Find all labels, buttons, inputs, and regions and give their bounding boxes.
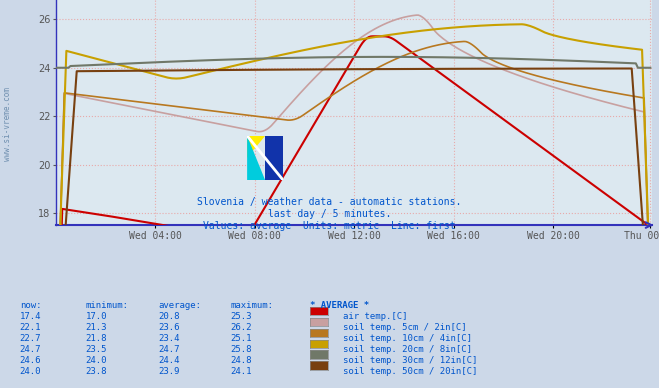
Text: now:: now:	[20, 301, 42, 310]
Text: 23.5: 23.5	[86, 345, 107, 354]
Text: 26.2: 26.2	[231, 323, 252, 332]
Text: 23.6: 23.6	[158, 323, 180, 332]
Polygon shape	[247, 136, 265, 180]
Text: 24.0: 24.0	[86, 356, 107, 365]
Text: 25.1: 25.1	[231, 334, 252, 343]
Text: Slovenia / weather data - automatic stations.: Slovenia / weather data - automatic stat…	[197, 197, 462, 207]
Text: maximum:: maximum:	[231, 301, 273, 310]
Text: 23.8: 23.8	[86, 367, 107, 376]
Text: soil temp. 50cm / 20in[C]: soil temp. 50cm / 20in[C]	[343, 367, 477, 376]
Text: air temp.[C]: air temp.[C]	[343, 312, 407, 321]
Text: 21.3: 21.3	[86, 323, 107, 332]
Text: 24.7: 24.7	[158, 345, 180, 354]
Text: soil temp. 10cm / 4in[C]: soil temp. 10cm / 4in[C]	[343, 334, 472, 343]
Text: * AVERAGE *: * AVERAGE *	[310, 301, 369, 310]
Text: 23.9: 23.9	[158, 367, 180, 376]
Text: 24.1: 24.1	[231, 367, 252, 376]
Text: soil temp. 20cm / 8in[C]: soil temp. 20cm / 8in[C]	[343, 345, 472, 354]
Text: 17.0: 17.0	[86, 312, 107, 321]
Text: 17.4: 17.4	[20, 312, 42, 321]
Text: Values: average  Units: metric  Line: first: Values: average Units: metric Line: firs…	[203, 221, 456, 231]
Text: 24.4: 24.4	[158, 356, 180, 365]
Text: 22.1: 22.1	[20, 323, 42, 332]
Text: soil temp. 30cm / 12in[C]: soil temp. 30cm / 12in[C]	[343, 356, 477, 365]
Text: 23.4: 23.4	[158, 334, 180, 343]
Text: 20.8: 20.8	[158, 312, 180, 321]
Polygon shape	[247, 136, 265, 158]
Polygon shape	[265, 136, 283, 180]
Text: 24.6: 24.6	[20, 356, 42, 365]
Text: 24.0: 24.0	[20, 367, 42, 376]
Text: minimum:: minimum:	[86, 301, 129, 310]
Text: 21.8: 21.8	[86, 334, 107, 343]
Text: soil temp. 5cm / 2in[C]: soil temp. 5cm / 2in[C]	[343, 323, 467, 332]
Text: average:: average:	[158, 301, 201, 310]
Text: www.si-vreme.com: www.si-vreme.com	[3, 87, 13, 161]
Text: 25.8: 25.8	[231, 345, 252, 354]
Text: 24.7: 24.7	[20, 345, 42, 354]
Text: 24.8: 24.8	[231, 356, 252, 365]
Text: 22.7: 22.7	[20, 334, 42, 343]
Text: 25.3: 25.3	[231, 312, 252, 321]
Text: last day / 5 minutes.: last day / 5 minutes.	[268, 209, 391, 219]
